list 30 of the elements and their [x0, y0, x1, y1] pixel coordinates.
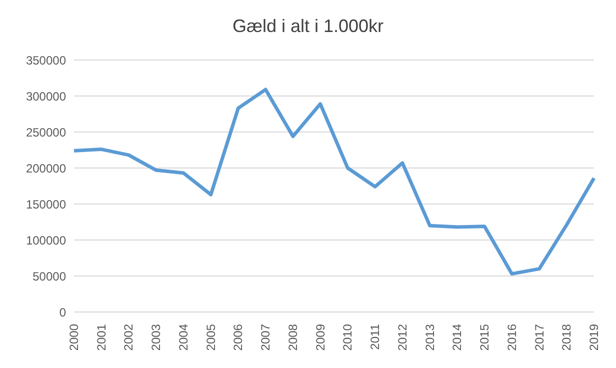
line-series — [72, 88, 596, 276]
x-tick-label: 2005 — [204, 324, 218, 351]
x-tick-label: 2003 — [149, 324, 164, 351]
x-tick-label: 2016 — [504, 324, 519, 351]
x-tick-label: 2006 — [231, 324, 246, 351]
x-tick-label: 2009 — [313, 324, 328, 351]
y-tick-label: 0 — [59, 305, 66, 320]
x-tick-label: 2017 — [532, 324, 546, 351]
x-tick-label: 2004 — [176, 324, 190, 351]
y-tick-label: 250000 — [26, 125, 66, 140]
x-tick-label: 2014 — [450, 324, 464, 351]
y-tick-label: 350000 — [26, 53, 66, 68]
y-tick-label: 200000 — [26, 161, 66, 176]
x-tick-label: 2012 — [395, 324, 410, 351]
x-tick-label: 2008 — [286, 324, 300, 351]
x-tick-label: 2015 — [478, 324, 492, 351]
x-tick-label: 2011 — [368, 324, 382, 350]
x-tick-label: 2018 — [560, 324, 574, 351]
x-tick-label: 2000 — [67, 324, 81, 351]
chart-title: Gæld i alt i 1.000kr — [231, 15, 385, 38]
y-tick-label: 150000 — [26, 197, 66, 212]
x-tick-label: 2002 — [122, 324, 136, 351]
x-tick-label: 2019 — [587, 324, 601, 351]
x-tick-label: 2007 — [258, 324, 273, 351]
x-tick-label: 2013 — [422, 324, 437, 351]
y-tick-label: 50000 — [32, 269, 66, 284]
x-tick-label: 2010 — [340, 324, 355, 351]
x-tick-label: 2001 — [94, 324, 108, 351]
y-tick-label: 300000 — [26, 89, 66, 104]
y-tick-label: 100000 — [26, 233, 66, 248]
